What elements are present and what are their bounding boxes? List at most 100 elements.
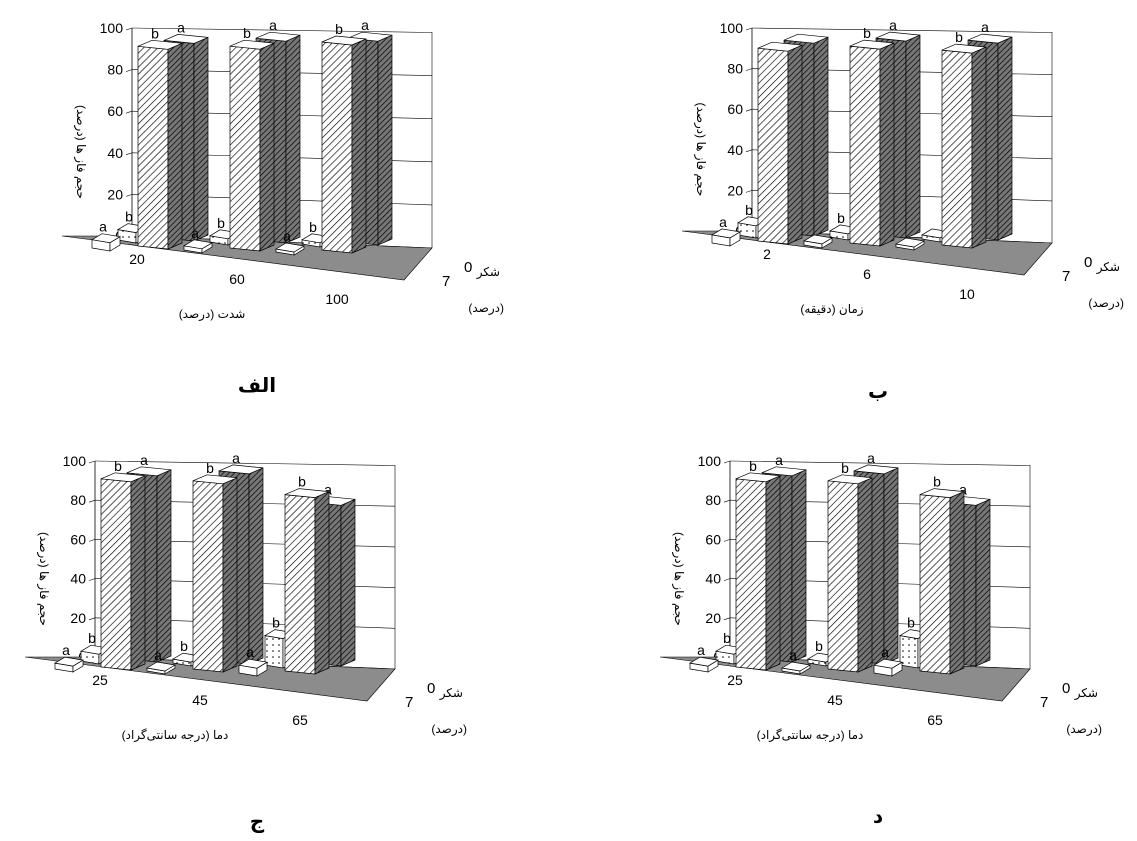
y-tick-label: 20 xyxy=(727,182,743,198)
y-tick-label: 20 xyxy=(107,186,123,202)
gridline xyxy=(729,460,1031,466)
bar-side xyxy=(857,477,873,673)
bar-letter-label: b xyxy=(151,25,159,41)
depth-label-0: 0 xyxy=(1084,254,1092,271)
bar-10-s3 xyxy=(941,43,987,249)
x-category-label: 10 xyxy=(959,286,975,302)
bar-top xyxy=(803,234,833,245)
bar-letter-label: b xyxy=(243,25,251,41)
z-axis-unit: (درصد) xyxy=(431,722,467,737)
bar-45-s3 xyxy=(192,474,238,673)
bar-side xyxy=(879,42,895,247)
y-tick-mark xyxy=(723,578,731,581)
bar-letter-label: b xyxy=(863,25,871,41)
y-tick-mark xyxy=(88,499,96,503)
y-tick-mark xyxy=(723,460,731,464)
bar-letter-label: b xyxy=(907,615,915,631)
y-tick-label: 40 xyxy=(727,142,743,158)
x-category-label: 60 xyxy=(229,271,245,287)
bar-side xyxy=(248,467,264,665)
panel-label: ج xyxy=(250,809,265,833)
y-axis-title: حجم فاز ها (درصد) xyxy=(693,103,708,197)
panel-label: ب xyxy=(868,379,888,403)
panel-label: الف xyxy=(238,373,276,397)
bar-side xyxy=(791,469,807,663)
bar-front xyxy=(137,45,169,250)
y-tick-mark xyxy=(745,190,753,193)
bar-letter-label: a xyxy=(981,19,989,35)
chart-panel-2: 020406080100bababab261070شکر(درصد)زمان (… xyxy=(681,17,1124,403)
bar-letter-label: b xyxy=(745,202,753,218)
bar-top xyxy=(873,658,903,669)
bar-front xyxy=(849,45,881,247)
bar-side xyxy=(222,477,238,673)
bar-side xyxy=(340,498,356,667)
x-axis-title: دما (درجه سانتی‌گراد) xyxy=(757,728,864,743)
bar-top xyxy=(126,466,172,477)
bar-letter-label: b xyxy=(933,474,941,490)
y-tick-mark xyxy=(745,149,753,153)
bar-letter-label: a xyxy=(191,225,199,241)
bar-20-s3 xyxy=(137,39,183,250)
bar-side xyxy=(787,44,803,245)
z-axis-label: شکر xyxy=(1074,686,1098,701)
y-tick-mark xyxy=(125,27,133,31)
bar-letter-label: a xyxy=(867,450,875,466)
bar-top xyxy=(919,488,965,498)
bar-letter-label: a xyxy=(62,642,70,658)
bar-side xyxy=(285,34,301,244)
gridline xyxy=(751,27,1053,33)
bar-top xyxy=(218,464,264,475)
bar-side xyxy=(351,38,367,254)
bar-25-s1 xyxy=(54,656,84,673)
y-axis-title: حجم فاز ها (درصد) xyxy=(671,532,686,626)
bar-side xyxy=(156,469,172,663)
x-category-label: 65 xyxy=(292,712,308,728)
bar-top xyxy=(849,39,895,50)
y-tick-label: 40 xyxy=(705,571,721,587)
bar-letter-label: b xyxy=(335,21,343,37)
y-tick-label: 100 xyxy=(63,453,87,469)
bar-65-s1 xyxy=(238,658,268,677)
bar-top xyxy=(853,464,899,475)
bar-45-s3 xyxy=(827,474,873,673)
bar-side xyxy=(314,491,330,675)
z-axis-unit: (درصد) xyxy=(468,301,504,316)
bar-side xyxy=(377,34,393,246)
x-category-label: 2 xyxy=(763,246,771,262)
chart-panel-1: 020406080100baabbaabbaab206010070شکر(درص… xyxy=(61,17,504,397)
bar-top xyxy=(54,656,84,667)
bar-letter-label: a xyxy=(719,214,727,230)
bar-2-s1 xyxy=(711,228,741,247)
bar-letter-label: a xyxy=(789,647,797,663)
gridline xyxy=(131,27,433,33)
bar-side xyxy=(949,491,965,675)
y-tick-mark xyxy=(723,617,731,621)
bar-top xyxy=(183,239,213,250)
bar-front xyxy=(192,480,224,673)
x-category-label: 45 xyxy=(827,692,843,708)
bar-letter-label: a xyxy=(269,17,277,33)
y-axis-title: حجم فاز ها (درصد) xyxy=(73,105,88,199)
y-tick-label: 40 xyxy=(107,145,123,161)
bar-100-s1 xyxy=(275,242,305,256)
bar-side xyxy=(813,36,829,237)
bar-side xyxy=(167,42,183,250)
bar-top xyxy=(711,228,741,239)
bar-letter-label: a xyxy=(99,219,107,235)
y-tick-label: 100 xyxy=(100,20,124,36)
x-category-label: 100 xyxy=(325,291,349,307)
chart-panel-3: 020406080100baabbaabbaab25456570شکر(درصد… xyxy=(24,450,467,833)
bar-side xyxy=(130,475,146,671)
bar-letter-label: b xyxy=(125,209,133,225)
bar-2-s3 xyxy=(757,41,803,245)
y-tick-mark xyxy=(125,110,133,114)
depth-label-0: 0 xyxy=(464,259,472,276)
bar-front xyxy=(941,49,973,249)
bar-top xyxy=(941,43,987,54)
bar-top xyxy=(100,472,146,483)
bar-letter-label: b xyxy=(749,458,757,474)
bar-25-s3 xyxy=(100,472,146,671)
bar-side xyxy=(971,46,987,249)
bar-60-s1 xyxy=(183,239,213,254)
